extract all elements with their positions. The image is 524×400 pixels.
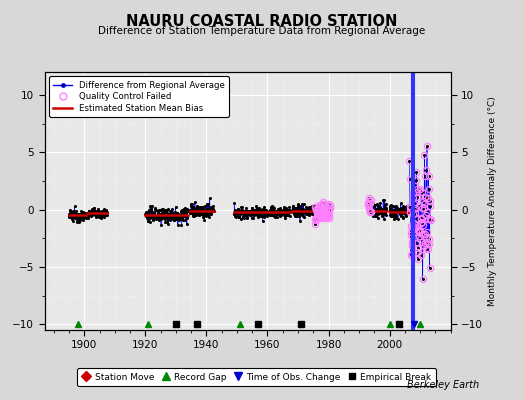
Text: Berkeley Earth: Berkeley Earth [407, 380, 479, 390]
Legend: Difference from Regional Average, Quality Control Failed, Estimated Station Mean: Difference from Regional Average, Qualit… [49, 76, 229, 117]
Legend: Station Move, Record Gap, Time of Obs. Change, Empirical Break: Station Move, Record Gap, Time of Obs. C… [78, 368, 436, 386]
Text: NAURU COASTAL RADIO STATION: NAURU COASTAL RADIO STATION [126, 14, 398, 29]
Text: Difference of Station Temperature Data from Regional Average: Difference of Station Temperature Data f… [99, 26, 425, 36]
Y-axis label: Monthly Temperature Anomaly Difference (°C): Monthly Temperature Anomaly Difference (… [488, 96, 497, 306]
